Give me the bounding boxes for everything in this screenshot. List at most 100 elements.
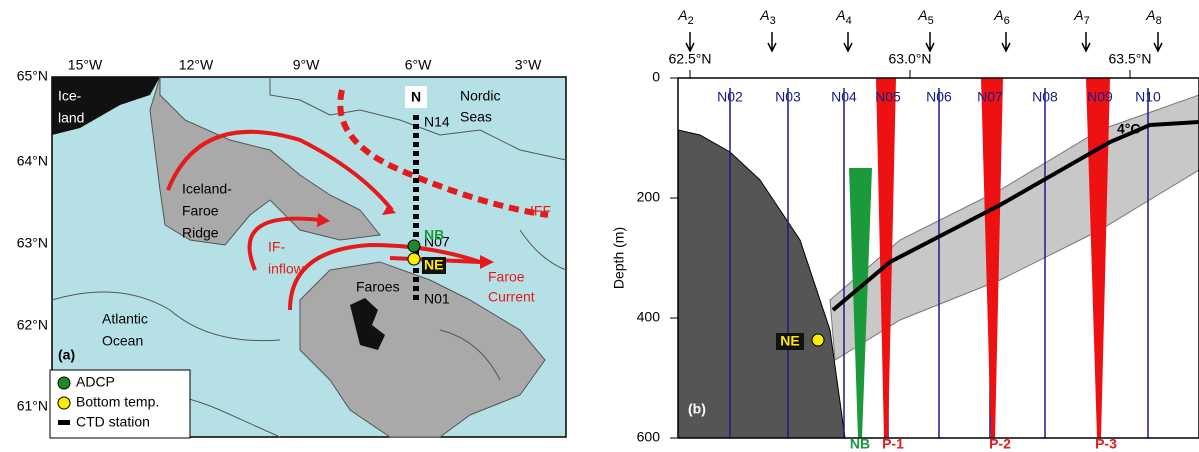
current-label: IF- <box>268 239 285 255</box>
y-tick-label: 200 <box>637 189 661 205</box>
legend-label: ADCP <box>76 374 115 390</box>
arrow <box>1153 32 1163 53</box>
arrowhead <box>382 205 396 215</box>
panel-label: (b) <box>688 401 706 417</box>
lon-label: 9°W <box>293 57 320 73</box>
arrowhead <box>317 213 330 227</box>
label-box <box>776 333 804 350</box>
legend-symbol <box>57 396 71 410</box>
current-arrow <box>166 129 394 212</box>
station-label: N06 <box>926 89 952 105</box>
place-label: Ice- <box>58 88 82 104</box>
arrow-label: A7 <box>1073 7 1089 27</box>
current-label: Faroe <box>488 269 525 285</box>
arrow-base: A <box>1145 7 1155 23</box>
legend-label: Bottom temp. <box>76 394 159 410</box>
section-panel <box>677 77 1199 439</box>
map-panel <box>49 76 567 439</box>
arrow <box>685 32 695 53</box>
arrow <box>1081 32 1091 53</box>
lat-label: 63°N <box>17 235 48 251</box>
place-label: Seas <box>460 109 492 125</box>
arrow-sub: 7 <box>1084 15 1090 27</box>
beam <box>981 78 1003 438</box>
arrow <box>925 32 935 53</box>
legend-symbol <box>57 376 71 390</box>
beam <box>1086 78 1110 438</box>
current-label: IFF <box>530 203 551 219</box>
lat-label: 65°N <box>17 68 48 84</box>
lon-label: 12°W <box>179 57 214 73</box>
y-tick-label: 0 <box>652 69 660 85</box>
ridge <box>149 76 381 246</box>
mooring-label: NE <box>424 257 443 273</box>
axis-title: Depth (m) <box>611 227 627 289</box>
mooring-label: P-3 <box>1095 436 1117 452</box>
legend-symbol <box>58 420 70 425</box>
arrow-label: A6 <box>993 7 1009 27</box>
arrow-base: A <box>677 7 687 23</box>
arrow-sub: 3 <box>770 15 776 27</box>
mooring-label: P-1 <box>882 436 904 452</box>
arrow-label: A8 <box>1145 7 1161 27</box>
place-label: Nordic <box>460 88 500 104</box>
station-label: N07 <box>977 89 1003 105</box>
legend <box>49 369 191 439</box>
legend-label: CTD station <box>76 414 150 430</box>
station-label: N03 <box>775 89 801 105</box>
arrow-label: A2 <box>677 7 693 27</box>
section-box <box>405 86 427 108</box>
section-label: N <box>411 89 421 105</box>
place-label: Ridge <box>182 225 219 241</box>
place-label: Iceland- <box>182 181 232 197</box>
arrow <box>767 32 777 53</box>
lon-label: 15°W <box>68 57 103 73</box>
beam <box>876 78 896 438</box>
arrow-label: A3 <box>759 7 775 27</box>
adcp-mooring <box>407 239 421 253</box>
arrow-sub: 5 <box>928 15 934 27</box>
place-label: Faroe <box>182 203 219 219</box>
y-tick-label: 600 <box>637 429 661 445</box>
station-label: N01 <box>424 291 450 307</box>
lon-label: 3°W <box>515 57 542 73</box>
station-label: N09 <box>1087 89 1113 105</box>
arrow-sub: 8 <box>1156 15 1162 27</box>
station-label: N04 <box>831 89 857 105</box>
isotherm-label: 4°C <box>1117 121 1141 137</box>
station-label: N02 <box>717 89 743 105</box>
panel-label: (a) <box>58 347 75 363</box>
iceland <box>52 77 160 135</box>
station-label: N07 <box>424 234 450 250</box>
isotherm <box>831 120 1199 312</box>
current-label: inflow <box>268 261 305 277</box>
arrow-sub: 4 <box>846 15 852 27</box>
arrow-base: A <box>1073 7 1083 23</box>
current-arrow <box>247 216 321 271</box>
lat-label: 61°N <box>17 398 48 414</box>
temp-mooring <box>407 252 421 266</box>
mooring-label: NB <box>424 227 444 243</box>
arrow-label: A5 <box>917 7 933 27</box>
arrow-sub: 2 <box>688 15 694 27</box>
arrow-label: A4 <box>835 7 851 27</box>
lat-label: 64°N <box>17 153 48 169</box>
station-label: N10 <box>1135 89 1161 105</box>
place-label: Faroes <box>356 279 400 295</box>
lon-label: 6°W <box>405 57 432 73</box>
topography <box>677 129 846 439</box>
arrow-base: A <box>835 7 845 23</box>
arrow-base: A <box>759 7 769 23</box>
lat-label: 62.5°N <box>669 51 712 67</box>
place-label: Ocean <box>102 333 143 349</box>
place-label: land <box>58 110 84 126</box>
arrow <box>1001 32 1011 53</box>
beam <box>849 168 872 438</box>
label-box <box>422 257 446 274</box>
arrow-base: A <box>917 7 927 23</box>
arrow-sub: 6 <box>1004 15 1010 27</box>
current-label: Current <box>488 289 535 305</box>
place-label: Atlantic <box>102 311 148 327</box>
current-arrow <box>288 242 481 311</box>
